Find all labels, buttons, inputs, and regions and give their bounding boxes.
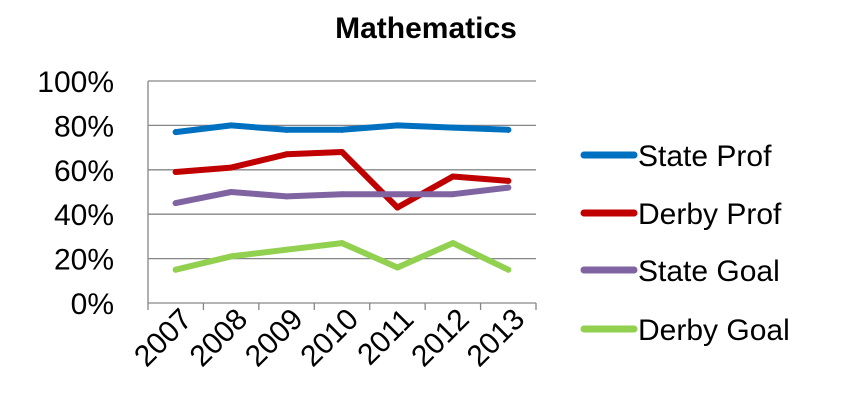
y-tick-label: 0% bbox=[71, 288, 114, 321]
data-point bbox=[283, 246, 290, 253]
series-lines bbox=[172, 122, 512, 273]
x-tick-label: 2011 bbox=[351, 303, 420, 372]
data-point bbox=[449, 191, 456, 198]
x-tick-label: 2010 bbox=[294, 303, 365, 374]
x-tick-label: 2012 bbox=[405, 303, 476, 374]
chart-title: Mathematics bbox=[335, 12, 517, 45]
data-point bbox=[172, 200, 179, 207]
y-tick-label: 60% bbox=[54, 155, 114, 188]
data-point bbox=[228, 253, 235, 260]
data-point bbox=[339, 240, 345, 247]
x-tick-label: 2008 bbox=[184, 303, 255, 374]
data-point bbox=[394, 264, 401, 271]
data-point bbox=[449, 240, 456, 247]
y-tick-label: 80% bbox=[54, 110, 114, 143]
data-point bbox=[394, 204, 401, 211]
axes bbox=[147, 81, 537, 310]
data-point bbox=[339, 149, 345, 156]
data-point bbox=[172, 266, 179, 273]
data-point bbox=[339, 191, 345, 198]
data-point bbox=[283, 193, 290, 200]
series-line-derby-goal bbox=[172, 240, 512, 273]
x-tick-label: 2009 bbox=[239, 303, 310, 374]
legend: State Prof Derby Prof State Goal Derby Goal bbox=[580, 140, 790, 347]
legend-label: State Prof bbox=[638, 140, 772, 173]
legend-label: Derby Goal bbox=[638, 314, 790, 347]
legend-label: State Goal bbox=[638, 255, 780, 288]
data-point bbox=[228, 122, 235, 129]
data-point bbox=[172, 169, 179, 176]
x-tick-label: 2013 bbox=[461, 303, 532, 374]
data-point bbox=[449, 173, 456, 180]
series-line-derby-prof bbox=[172, 149, 512, 211]
x-tick-label: 2007 bbox=[128, 303, 199, 374]
y-axis-tick-labels: 0% 20% 40% 60% 80% 100% bbox=[37, 66, 114, 321]
data-point bbox=[394, 191, 401, 198]
y-tick-label: 40% bbox=[54, 199, 114, 232]
data-point bbox=[505, 126, 512, 133]
data-point bbox=[339, 126, 345, 133]
data-point bbox=[449, 124, 456, 131]
data-point bbox=[283, 151, 290, 158]
data-point bbox=[283, 126, 290, 133]
data-point bbox=[505, 177, 512, 184]
y-tick-label: 100% bbox=[37, 66, 114, 99]
legend-label: Derby Prof bbox=[638, 198, 782, 231]
data-point bbox=[172, 129, 179, 136]
data-point bbox=[505, 184, 512, 191]
y-tick-label: 20% bbox=[54, 244, 114, 277]
data-point bbox=[505, 266, 512, 273]
data-point bbox=[394, 122, 401, 129]
data-point bbox=[228, 164, 235, 171]
data-point bbox=[228, 189, 235, 195]
